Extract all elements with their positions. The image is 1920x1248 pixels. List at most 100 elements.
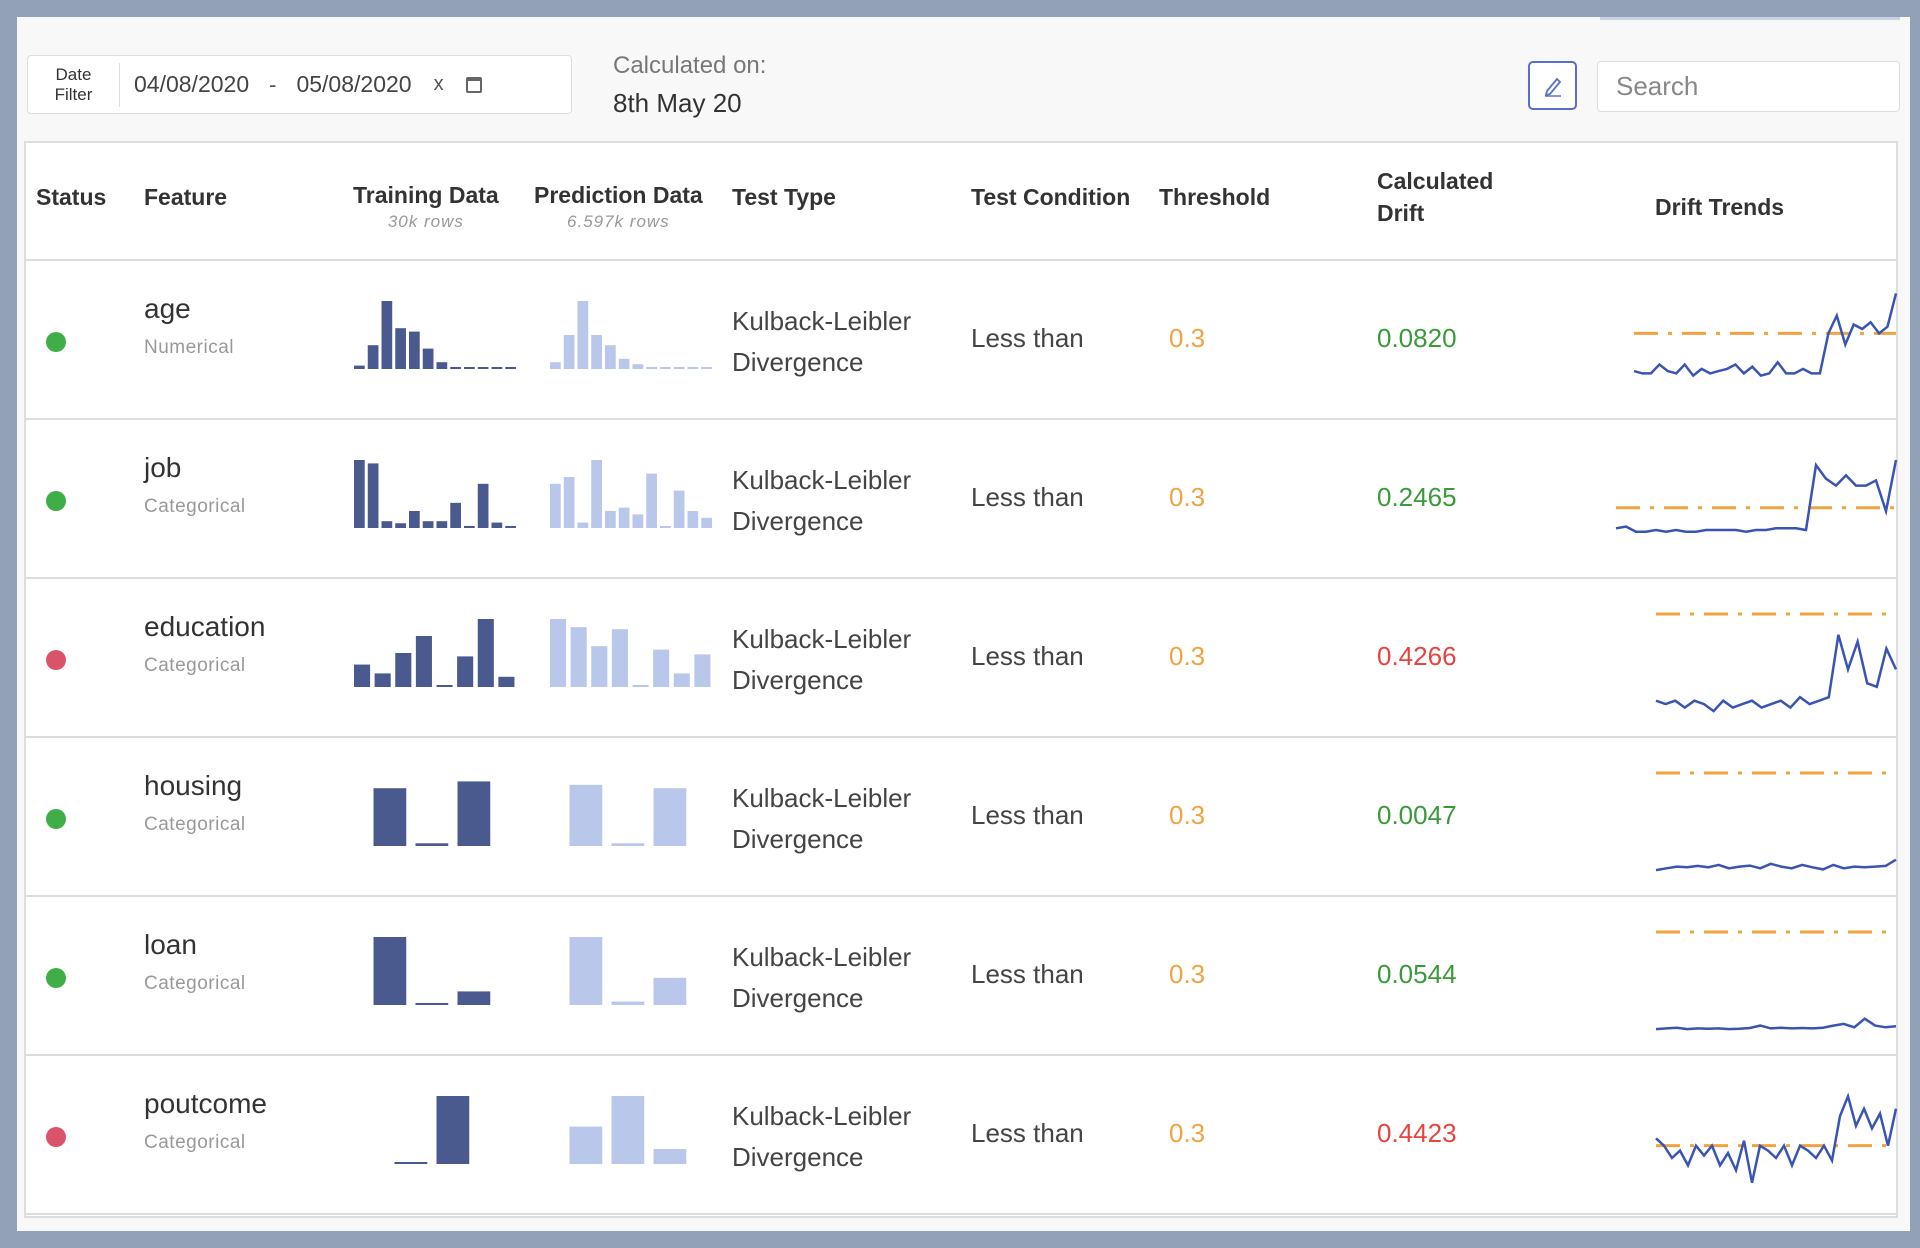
threshold-value: 0.3 [1169, 482, 1206, 512]
histogram-bar [436, 685, 453, 687]
threshold-value: 0.3 [1169, 959, 1206, 989]
histogram-bar [505, 367, 516, 369]
histogram-bar [491, 367, 503, 369]
end-date-input[interactable]: 05/08/2020 [296, 71, 412, 97]
histogram-bar [550, 619, 567, 687]
histogram-bar [660, 526, 671, 528]
header-status[interactable]: Status [36, 184, 107, 210]
training-histogram [354, 301, 516, 369]
prediction-histogram [550, 619, 711, 687]
calendar-icon[interactable] [465, 76, 482, 93]
histogram-bar [464, 367, 475, 369]
threshold-value: 0.3 [1169, 641, 1206, 671]
histogram-bar [611, 843, 645, 846]
table-row[interactable]: housing Categorical Kulback-Leibler Diver… [26, 738, 1897, 897]
histogram-bar [673, 490, 685, 528]
drift-table: Status Feature Training Data 30k rows Pr… [24, 141, 1898, 1218]
calculated-on-value: 8th May 20 [613, 88, 742, 118]
histogram-bar [395, 328, 406, 369]
table-row[interactable]: job Categorical Kulback-Leibler Divergenc… [26, 420, 1898, 579]
training-histogram [354, 619, 515, 687]
test-type-line1: Kulback-Leibler [732, 783, 912, 813]
test-condition: Less than [971, 641, 1084, 671]
feature-name: education [144, 611, 266, 642]
header-feature[interactable]: Feature [144, 184, 228, 210]
drift-trend-chart [1655, 612, 1898, 713]
date-filter-label-1: Date [55, 64, 92, 84]
histogram-bar [563, 477, 575, 528]
histogram-bar [450, 502, 461, 528]
prediction-rows: 6.597k rows [567, 212, 670, 231]
search-input[interactable] [1597, 61, 1900, 112]
drift-trend-line [1655, 1092, 1898, 1183]
header-test-condition[interactable]: Test Condition [971, 184, 1131, 210]
histogram-bar [367, 463, 379, 528]
histogram-bar [653, 977, 687, 1005]
histogram-bar [477, 619, 494, 687]
test-type-line2: Divergence [732, 347, 864, 377]
threshold-value: 0.3 [1169, 323, 1206, 353]
feature-type: Categorical [144, 496, 246, 517]
histogram-bar [687, 367, 699, 369]
drift-trend-chart [1633, 293, 1898, 378]
histogram-bar [570, 627, 587, 687]
histogram-bar [611, 629, 628, 687]
test-type-line2: Divergence [732, 1142, 864, 1172]
histogram-bar [653, 1149, 687, 1164]
histogram-bar [477, 483, 489, 528]
histogram-bar [395, 653, 412, 687]
histogram-bar [687, 511, 699, 528]
histogram-bar [354, 664, 371, 687]
table-row[interactable]: loan Categorical Kulback-Leibler Divergen… [26, 897, 1897, 1056]
histogram-bar [591, 335, 602, 369]
header-threshold[interactable]: Threshold [1159, 184, 1271, 210]
test-type: Kulback-Leibler Divergence [732, 1096, 911, 1178]
header-prediction-label: Prediction Data [534, 182, 703, 208]
edit-button[interactable] [1528, 61, 1577, 110]
histogram-bar [591, 646, 608, 687]
test-condition: Less than [971, 323, 1084, 353]
test-type-line1: Kulback-Leibler [732, 1101, 912, 1131]
date-filter[interactable]: Date Filter 04/08/2020 - 05/08/2020 x [27, 55, 572, 114]
histogram-bar [646, 367, 657, 369]
table-row[interactable]: education Categorical Kulback-Leibler Div… [26, 579, 1898, 738]
histogram-bar [498, 676, 515, 687]
drift-trend-chart [1615, 459, 1898, 533]
histogram-bar [550, 483, 561, 528]
header-test-type[interactable]: Test Type [732, 184, 836, 210]
start-date-input[interactable]: 04/08/2020 [134, 71, 250, 97]
prediction-histogram [569, 937, 687, 1005]
test-type: Kulback-Leibler Divergence [732, 619, 911, 701]
histogram-bar [611, 1001, 645, 1005]
threshold-value: 0.3 [1169, 1118, 1206, 1148]
training-rows: 30k rows [387, 212, 464, 231]
calculated-on-label: Calculated on: [613, 52, 767, 79]
test-type: Kulback-Leibler Divergence [732, 778, 911, 860]
table-row[interactable]: poutcome Categorical Kulback-Leibler Dive… [26, 1056, 1898, 1215]
header-drift-line2: Drift [1377, 200, 1425, 226]
feature-type: Categorical [144, 655, 246, 676]
header-prediction[interactable]: Prediction Data 6.597k rows [534, 179, 703, 233]
training-histogram [354, 460, 516, 528]
header-training[interactable]: Training Data 30k rows [353, 179, 499, 233]
histogram-bar [436, 521, 448, 528]
feature-type: Categorical [144, 814, 246, 835]
date-filter-label-2: Filter [54, 84, 93, 104]
header-drift[interactable]: Calculated Drift [1377, 165, 1493, 229]
status-dot [46, 491, 66, 511]
clear-date-icon[interactable]: x [433, 73, 444, 95]
histogram-bar [701, 367, 712, 369]
histogram-bar [415, 1002, 449, 1005]
histogram-bar [660, 367, 671, 369]
drift-trend-chart [1655, 930, 1897, 1031]
histogram-bar [450, 367, 461, 369]
prediction-histogram [569, 784, 687, 846]
header-drift-line1: Calculated [1377, 168, 1494, 194]
table-row[interactable]: age Numerical Kulback-Leibler Divergence … [26, 261, 1898, 420]
histogram-bar [381, 521, 393, 528]
feature-name: poutcome [144, 1088, 267, 1119]
histogram-bar [422, 521, 434, 528]
feature-type: Numerical [144, 337, 235, 358]
test-type-line2: Divergence [732, 665, 864, 695]
feature-type: Categorical [144, 973, 246, 994]
